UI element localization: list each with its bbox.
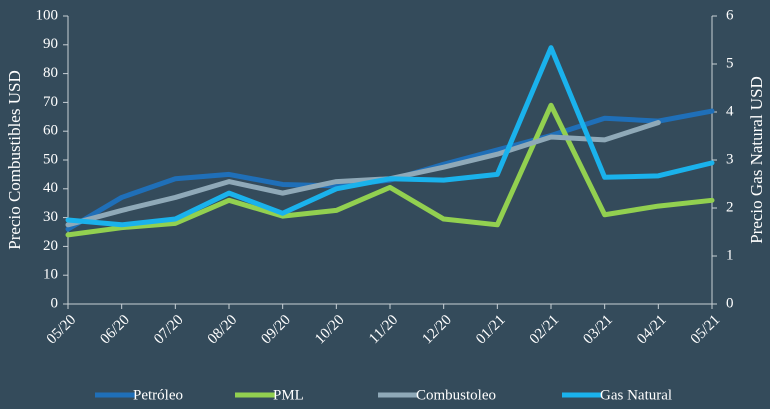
series-line: [65, 45, 715, 228]
y2-tick-label: 4: [726, 103, 734, 119]
y-tick-label: 10: [43, 267, 58, 283]
y-tick-label: 60: [43, 123, 58, 139]
y2-tick-label: 5: [726, 55, 734, 71]
y2-tick-label: 2: [726, 199, 734, 215]
x-tick-label: 11/20: [366, 312, 401, 347]
x-tick-label: 03/21: [580, 312, 615, 347]
y2-axis-title: Precio Gas Natural USD: [747, 76, 766, 244]
y-tick-label: 70: [43, 94, 58, 110]
x-tick-label: 02/21: [527, 312, 562, 347]
legend-label: Petróleo: [133, 387, 183, 403]
x-tick-label: 05/20: [44, 312, 79, 347]
legend-label: PML: [273, 387, 304, 403]
legend-label: Gas Natural: [600, 387, 672, 403]
x-tick-label: 06/20: [97, 312, 132, 347]
legend-label: Combustoleo: [416, 387, 496, 403]
x-tick-label: 01/21: [473, 312, 508, 347]
y-tick-label: 50: [43, 151, 58, 167]
y-axis-title: Precio Combustibles USD: [5, 70, 24, 249]
x-tick-label: 07/20: [151, 312, 186, 347]
y-tick-label: 90: [43, 36, 58, 52]
y-tick-label: 100: [36, 7, 59, 23]
x-tick-label: 09/20: [258, 312, 293, 347]
y-tick-label: 30: [43, 209, 58, 225]
x-tick-label: 05/21: [688, 312, 723, 347]
series-line: [65, 102, 715, 238]
series-line: [65, 120, 661, 228]
x-tick-label: 12/20: [419, 312, 454, 347]
x-tick-label: 10/20: [312, 312, 347, 347]
y2-tick-label: 1: [726, 247, 734, 263]
y-tick-label: 40: [43, 180, 58, 196]
y-tick-label: 20: [43, 238, 58, 254]
y2-tick-label: 6: [726, 7, 734, 23]
y2-tick-label: 0: [726, 295, 734, 311]
x-tick-label: 08/20: [205, 312, 240, 347]
y-tick-label: 0: [51, 295, 59, 311]
x-tick-label: 04/21: [634, 312, 669, 347]
y2-tick-label: 3: [726, 151, 734, 167]
y-tick-label: 80: [43, 65, 58, 81]
